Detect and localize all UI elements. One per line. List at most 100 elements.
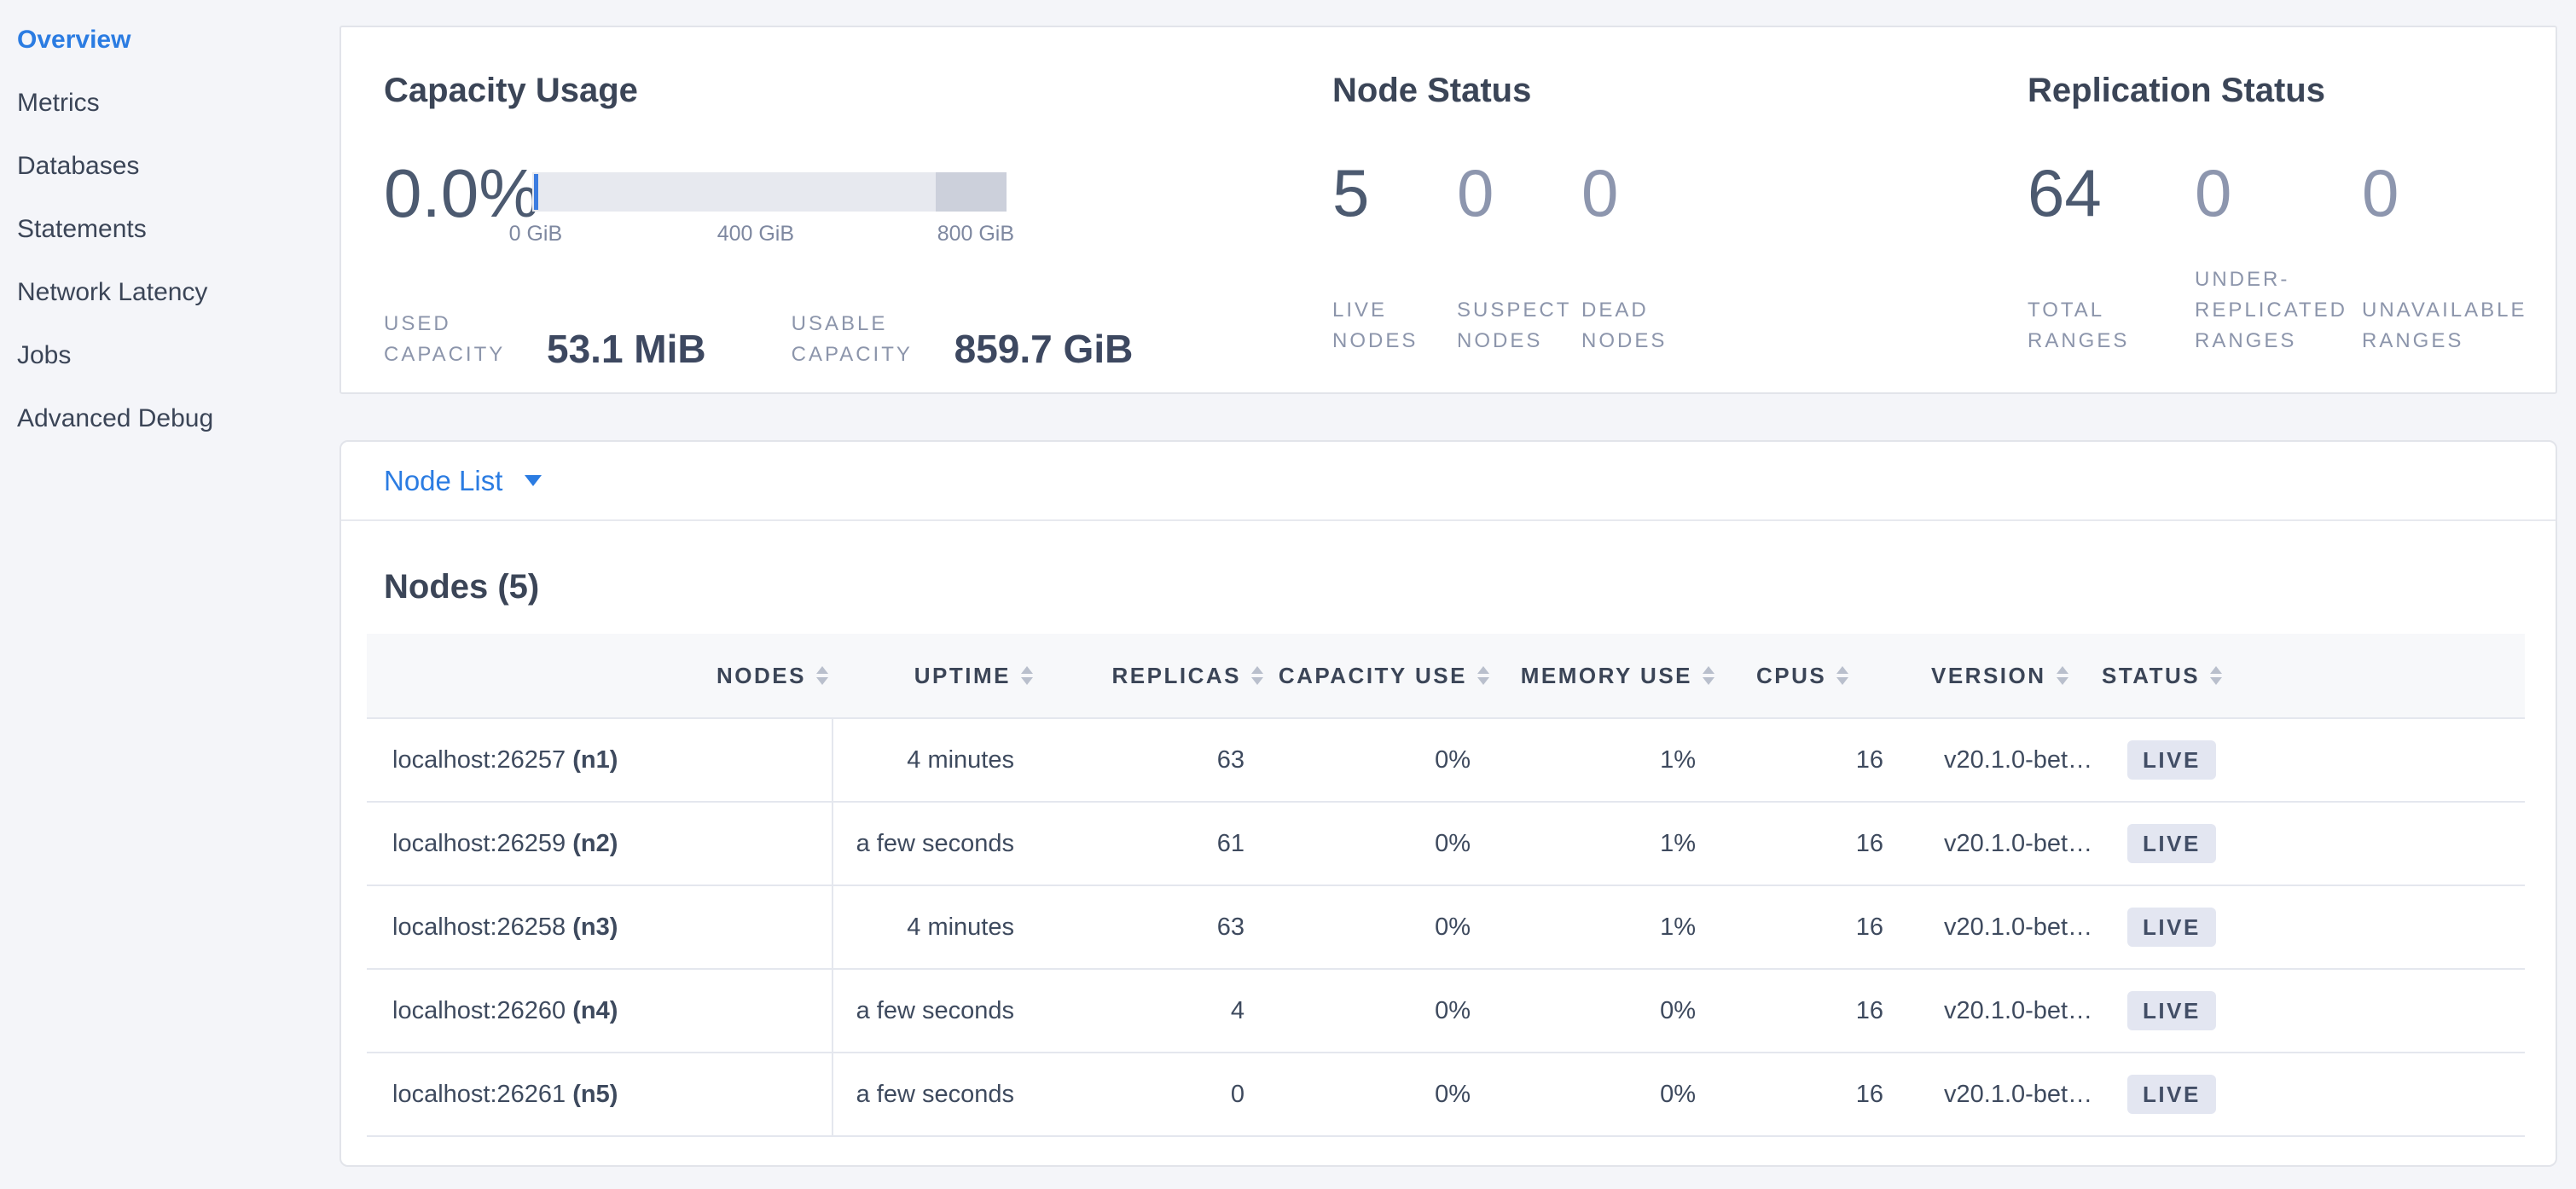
live-status-badge: LIVE (2127, 908, 2216, 947)
cpus-cell: 16 (1855, 913, 1883, 941)
column-header[interactable]: CAPACITY USE (1267, 663, 1493, 689)
sidebar-item[interactable]: Jobs (17, 324, 339, 387)
uptime-cell: a few seconds (856, 829, 1014, 857)
node-address-cell: localhost:26260 (n4) (392, 996, 618, 1024)
metric-value: 64 (2028, 155, 2102, 230)
node-address-cell: localhost:26258 (n3) (392, 913, 618, 941)
column-header[interactable]: STATUS (2102, 663, 2525, 689)
table-row[interactable]: localhost:26260 (n4) a few seconds 4 0% … (367, 970, 2525, 1053)
node-status-title: Node Status (1332, 72, 1532, 109)
column-header[interactable]: CPUS (1718, 663, 1906, 689)
sidebar-item[interactable]: Metrics (17, 72, 339, 135)
node-status-section: Node Status 5 LIVE NODES 0 SUSPECT NODES… (1332, 27, 1998, 392)
node-list-card: Node List Nodes (5) NODES UPTIME (339, 440, 2557, 1167)
used-capacity-value: 53.1 MiB (547, 327, 706, 372)
nodes-table: NODES UPTIME REPLICAS CAPACITY U (367, 634, 2525, 1137)
replicas-cell: 0 (1230, 1080, 1244, 1108)
table-row[interactable]: localhost:26258 (n3) 4 minutes 63 0% 1% … (367, 886, 2525, 970)
status-cell: LIVE (2102, 740, 2525, 780)
sidebar-item[interactable]: Databases (17, 135, 339, 198)
capacity-usage-title: Capacity Usage (384, 72, 638, 109)
replicas-cell: 63 (1216, 913, 1244, 941)
uptime-cell: a few seconds (856, 1080, 1014, 1108)
nodes-table-header-row: NODES UPTIME REPLICAS CAPACITY U (367, 634, 2525, 719)
metric-value: 0 (1457, 155, 1494, 230)
sidebar-item[interactable]: Advanced Debug (17, 387, 339, 450)
cpus-cell: 16 (1855, 1080, 1883, 1108)
memory-use-cell: 1% (1660, 913, 1696, 941)
node-address-cell: localhost:26261 (n5) (392, 1080, 618, 1108)
column-header[interactable]: MEMORY USE (1493, 663, 1718, 689)
axis-tick-label: 0 GiB (508, 222, 563, 246)
table-row[interactable]: localhost:26259 (n2) a few seconds 61 0%… (367, 803, 2525, 886)
sidebar-item-label: Metrics (17, 89, 100, 117)
status-cell: LIVE (2102, 1075, 2525, 1114)
capacity-usage-section: Capacity Usage 0.0% 0 GiB (384, 27, 1339, 392)
usable-capacity-value: 859.7 GiB (954, 327, 1134, 372)
replicas-cell: 61 (1216, 829, 1244, 857)
replication-status-title: Replication Status (2028, 72, 2325, 109)
replication-metric: 0 UNDER-REPLICATED RANGES (2195, 160, 2362, 357)
column-header[interactable]: UPTIME (832, 663, 1036, 689)
sidebar-item-label: Statements (17, 215, 147, 243)
usable-capacity-label: USABLE CAPACITY (791, 312, 913, 366)
column-header-label: STATUS (2102, 662, 2201, 688)
nodes-column-divider (832, 719, 833, 1137)
replication-status-section: Replication Status 64 TOTAL RANGES 0 UND… (2028, 27, 2556, 392)
cpus-cell: 16 (1855, 745, 1883, 774)
metric-label: DEAD NODES (1581, 299, 1668, 352)
table-row[interactable]: localhost:26257 (n1) 4 minutes 63 0% 1% … (367, 719, 2525, 803)
node-list-dropdown[interactable]: Node List (384, 465, 542, 497)
live-status-badge: LIVE (2127, 740, 2216, 780)
column-header-label: CAPACITY USE (1278, 662, 1467, 688)
sidebar-item[interactable]: Statements (17, 198, 339, 261)
column-header[interactable]: VERSION (1906, 663, 2102, 689)
sidebar-item-label: Network Latency (17, 278, 208, 306)
cpus-cell: 16 (1855, 829, 1883, 857)
metric-label: UNAVAILABLE RANGES (2362, 299, 2527, 352)
node-status-metric: 0 DEAD NODES (1581, 160, 1706, 357)
version-cell: v20.1.0-bet… (1944, 745, 2093, 774)
capacity-use-cell: 0% (1435, 829, 1471, 857)
column-header-label: CPUS (1756, 662, 1827, 688)
status-cell: LIVE (2102, 991, 2525, 1030)
sidebar-item[interactable]: Network Latency (17, 261, 339, 324)
node-list-dropdown-label: Node List (384, 464, 503, 496)
sort-icon (1021, 666, 1033, 685)
status-cell: LIVE (2102, 908, 2525, 947)
cpus-cell: 16 (1855, 996, 1883, 1024)
sort-icon (1477, 666, 1489, 685)
sort-icon (2210, 666, 2223, 685)
column-header[interactable]: REPLICAS (1036, 663, 1267, 689)
column-header-label: VERSION (1931, 662, 2046, 688)
sort-icon (1703, 666, 1714, 685)
sidebar-item-label: Overview (17, 26, 131, 54)
column-header[interactable]: NODES (367, 663, 832, 689)
node-address-cell: localhost:26257 (n1) (392, 745, 618, 774)
sort-icon (1251, 666, 1263, 685)
live-status-badge: LIVE (2127, 991, 2216, 1030)
metric-label: SUSPECT NODES (1457, 299, 1571, 352)
replicas-cell: 4 (1230, 996, 1244, 1024)
cluster-summary-card: Capacity Usage 0.0% 0 GiB (339, 26, 2557, 394)
memory-use-cell: 1% (1660, 829, 1696, 857)
sidebar-item[interactable]: Overview (17, 9, 339, 72)
table-row[interactable]: localhost:26261 (n5) a few seconds 0 0% … (367, 1053, 2525, 1137)
version-cell: v20.1.0-bet… (1944, 1080, 2093, 1108)
node-list-header: Node List (341, 442, 2556, 521)
node-address-cell: localhost:26259 (n2) (392, 829, 618, 857)
replicas-cell: 63 (1216, 745, 1244, 774)
capacity-use-cell: 0% (1435, 1080, 1471, 1108)
used-capacity-stat: USED CAPACITY 53.1 MiB (384, 309, 706, 370)
node-status-metrics: 5 LIVE NODES 0 SUSPECT NODES 0 DEAD NODE… (1332, 160, 1706, 357)
sort-icon (1836, 666, 1849, 685)
metric-value: 0 (2195, 155, 2232, 230)
metric-value: 0 (2362, 155, 2399, 230)
axis-tick: 800 GiB (937, 217, 1014, 246)
capacity-bar (532, 172, 1007, 212)
capacity-use-cell: 0% (1435, 996, 1471, 1024)
memory-use-cell: 0% (1660, 1080, 1696, 1108)
live-status-badge: LIVE (2127, 1075, 2216, 1114)
axis-tick-label: 800 GiB (937, 222, 1015, 246)
